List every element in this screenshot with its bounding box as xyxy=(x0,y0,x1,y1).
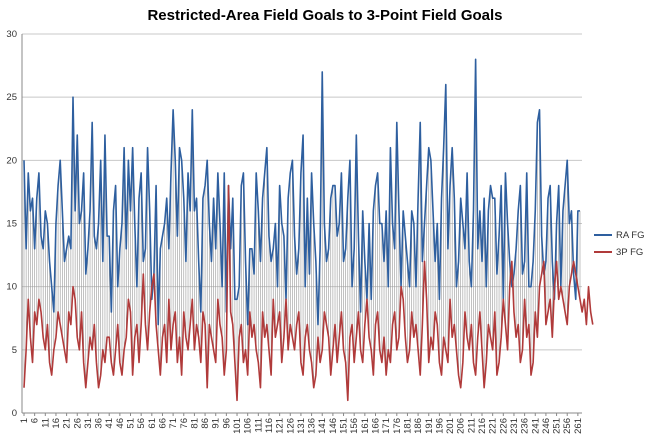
x-tick-label: 191 xyxy=(424,418,435,434)
x-tick-label: 111 xyxy=(253,418,264,432)
x-tick-label: 116 xyxy=(264,418,275,433)
x-tick-label: 91 xyxy=(211,418,222,429)
y-tick-label: 15 xyxy=(6,219,17,230)
x-tick-label: 16 xyxy=(51,418,62,429)
x-tick-label: 61 xyxy=(147,418,158,429)
x-tick-label: 106 xyxy=(243,418,254,434)
x-tick-label: 76 xyxy=(179,418,190,429)
x-tick-label: 211 xyxy=(466,418,477,433)
x-tick-label: 251 xyxy=(552,418,563,434)
x-tick-label: 241 xyxy=(530,418,541,434)
x-tick-label: 46 xyxy=(115,418,126,429)
x-tick-label: 181 xyxy=(402,418,413,434)
legend: RA FG 3P FG xyxy=(594,230,645,258)
x-tick-label: 196 xyxy=(434,418,445,434)
legend-label-ra-fg: RA FG xyxy=(616,230,645,241)
x-tick-label: 171 xyxy=(381,418,392,434)
y-tick-label: 10 xyxy=(6,282,17,293)
y-tick-label: 0 xyxy=(12,408,17,419)
series-line-3p-fg xyxy=(23,184,594,402)
x-tick-label: 156 xyxy=(349,418,360,434)
x-tick-label: 41 xyxy=(104,418,115,429)
x-tick-label: 186 xyxy=(413,418,424,434)
x-tick-label: 261 xyxy=(573,418,584,434)
x-tick-label: 1 xyxy=(19,418,30,423)
x-tick-label: 161 xyxy=(360,418,371,434)
series-line-ra-fg xyxy=(23,58,580,326)
y-tick-label: 30 xyxy=(6,29,17,40)
y-tick-label: 20 xyxy=(6,155,17,166)
x-tick-label: 146 xyxy=(328,418,339,434)
x-tick-label: 51 xyxy=(126,418,137,429)
x-tick-label: 201 xyxy=(445,418,456,434)
x-tick-label: 166 xyxy=(370,418,381,434)
x-tick-label: 151 xyxy=(339,418,350,434)
y-tick-label: 5 xyxy=(12,345,17,356)
x-tick-label: 256 xyxy=(562,418,573,434)
x-tick-label: 101 xyxy=(232,418,243,434)
x-tick-label: 176 xyxy=(392,418,403,434)
x-tick-label: 11 xyxy=(40,418,51,428)
series-lines xyxy=(23,58,594,402)
x-tick-label: 136 xyxy=(307,418,318,434)
x-tick-label: 21 xyxy=(62,418,73,429)
x-tick-label: 131 xyxy=(296,418,307,434)
x-tick-label: 56 xyxy=(136,418,147,429)
chart-title: Restricted-Area Field Goals to 3-Point F… xyxy=(147,7,502,24)
x-tick-label: 26 xyxy=(72,418,83,429)
x-tick-label: 216 xyxy=(477,418,488,434)
x-tick-label: 86 xyxy=(200,418,211,429)
x-tick-label: 121 xyxy=(275,418,286,434)
x-tick-label: 96 xyxy=(221,418,232,429)
x-tick-label: 206 xyxy=(456,418,467,434)
x-tick-label: 71 xyxy=(168,418,179,429)
x-tick-label: 221 xyxy=(488,418,499,434)
x-tick-label: 81 xyxy=(189,418,200,429)
x-tick-label: 141 xyxy=(317,418,328,434)
x-tick-label: 246 xyxy=(541,418,552,434)
x-tick-label: 31 xyxy=(83,418,94,429)
y-tick-label: 25 xyxy=(6,92,17,103)
x-tick-label: 6 xyxy=(30,418,41,423)
x-tick-label: 226 xyxy=(498,418,509,434)
x-tick-label: 236 xyxy=(520,418,531,434)
legend-label-3p-fg: 3P FG xyxy=(616,247,643,258)
x-tick-label: 231 xyxy=(509,418,520,434)
x-tick-label: 126 xyxy=(285,418,296,434)
x-tick-label: 66 xyxy=(157,418,168,429)
x-tick-label: 36 xyxy=(94,418,105,429)
